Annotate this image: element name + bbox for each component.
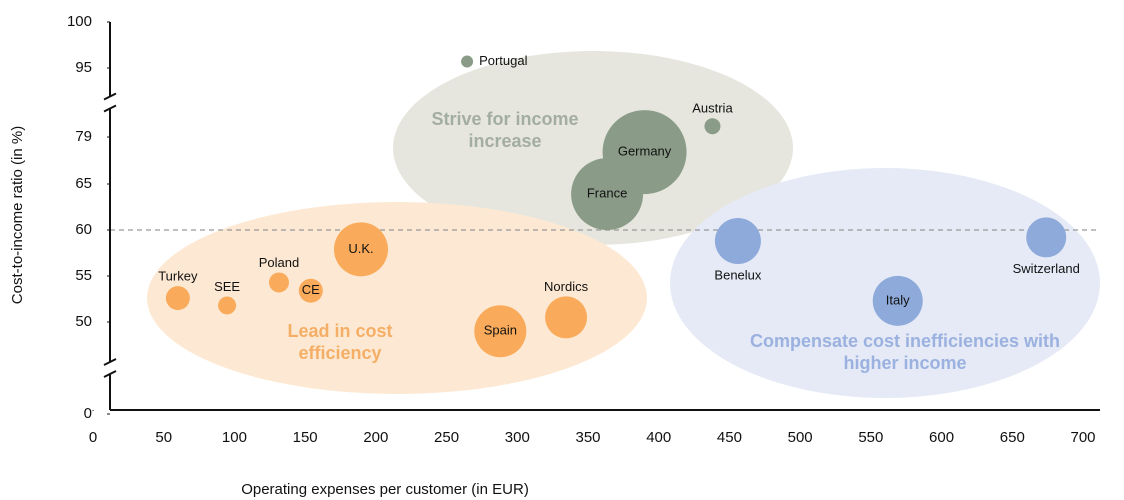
axis-break [103,370,117,378]
y-tick-label: 50 [75,313,92,330]
y-axis-label: Cost-to-income ratio (in %) [9,126,26,304]
group-label: Compensate cost inefficiencies with high… [749,331,1061,373]
point-label: Turkey [158,269,198,284]
bubble [545,296,588,339]
point-label: Poland [259,255,299,270]
x-tick-label: 100 [222,429,247,446]
bubble [714,218,761,265]
y-tick-label: 100 [67,13,92,30]
x-tick-label: 400 [646,429,671,446]
group-label: Lead in cost efficiency [287,321,393,363]
group-area [393,51,793,245]
bubble [474,305,527,358]
group-label: Strive for income increase [431,109,579,151]
x-tick-label: 300 [505,429,530,446]
x-tick-label: 550 [858,429,883,446]
bubble [165,286,190,311]
x-tick-label: 250 [434,429,459,446]
point-label: Switzerland [1013,261,1080,276]
x-tick-label: 150 [293,429,318,446]
x-axis-label: Operating expenses per customer (in EUR) [241,481,529,498]
y-tick-label: 55 [75,267,92,284]
group-label-box: Strive for income increase [431,109,579,151]
point-label: Benelux [714,267,761,282]
axis-break [103,358,117,366]
x-tick-label: 0 [89,429,97,446]
point-label: Nordics [544,279,589,294]
x-tick-label: 500 [788,429,813,446]
group-label-box: Lead in cost efficiency [287,321,393,363]
point-label: Italy [886,292,910,307]
bubble [268,272,289,293]
plot: 0 50 55 60 65 79 95 100 0 50 100 150 200 250 300 350 400… [67,13,1100,446]
y-tick-label: 95 [75,59,92,76]
bubble [571,158,644,231]
axis-break [103,92,117,101]
y-tick-label: 65 [75,175,92,192]
point-label: Spain [484,323,517,338]
point-label: Austria [692,101,733,116]
x-tick-label: 600 [929,429,954,446]
y-tick-label: 0 [84,405,92,422]
bubble [334,222,389,277]
bubble [461,55,474,68]
x-tick-label: 650 [1000,429,1025,446]
group-label-box: Compensate cost inefficiencies with high… [749,331,1061,373]
point-label: SEE [214,279,240,294]
bubble [298,278,323,303]
bubble [218,296,237,315]
point-label: CE [302,282,320,297]
x-tick-label: 200 [363,429,388,446]
x-tick-label: 700 [1070,429,1095,446]
group-area [147,202,647,394]
x-tick-label: 350 [575,429,600,446]
bubble [704,118,721,135]
bubble [1026,217,1067,258]
bubble [872,275,923,326]
point-label: U.K. [348,241,373,256]
axis-break [103,104,117,113]
y-tick-label: 79 [75,128,92,145]
point-label: Germany [618,144,672,159]
x-tick-label: 450 [717,429,742,446]
y-tick-label: 60 [75,221,92,238]
x-tick-label: 50 [155,429,172,446]
point-label: France [587,186,627,201]
point-label: Portugal [479,53,528,68]
